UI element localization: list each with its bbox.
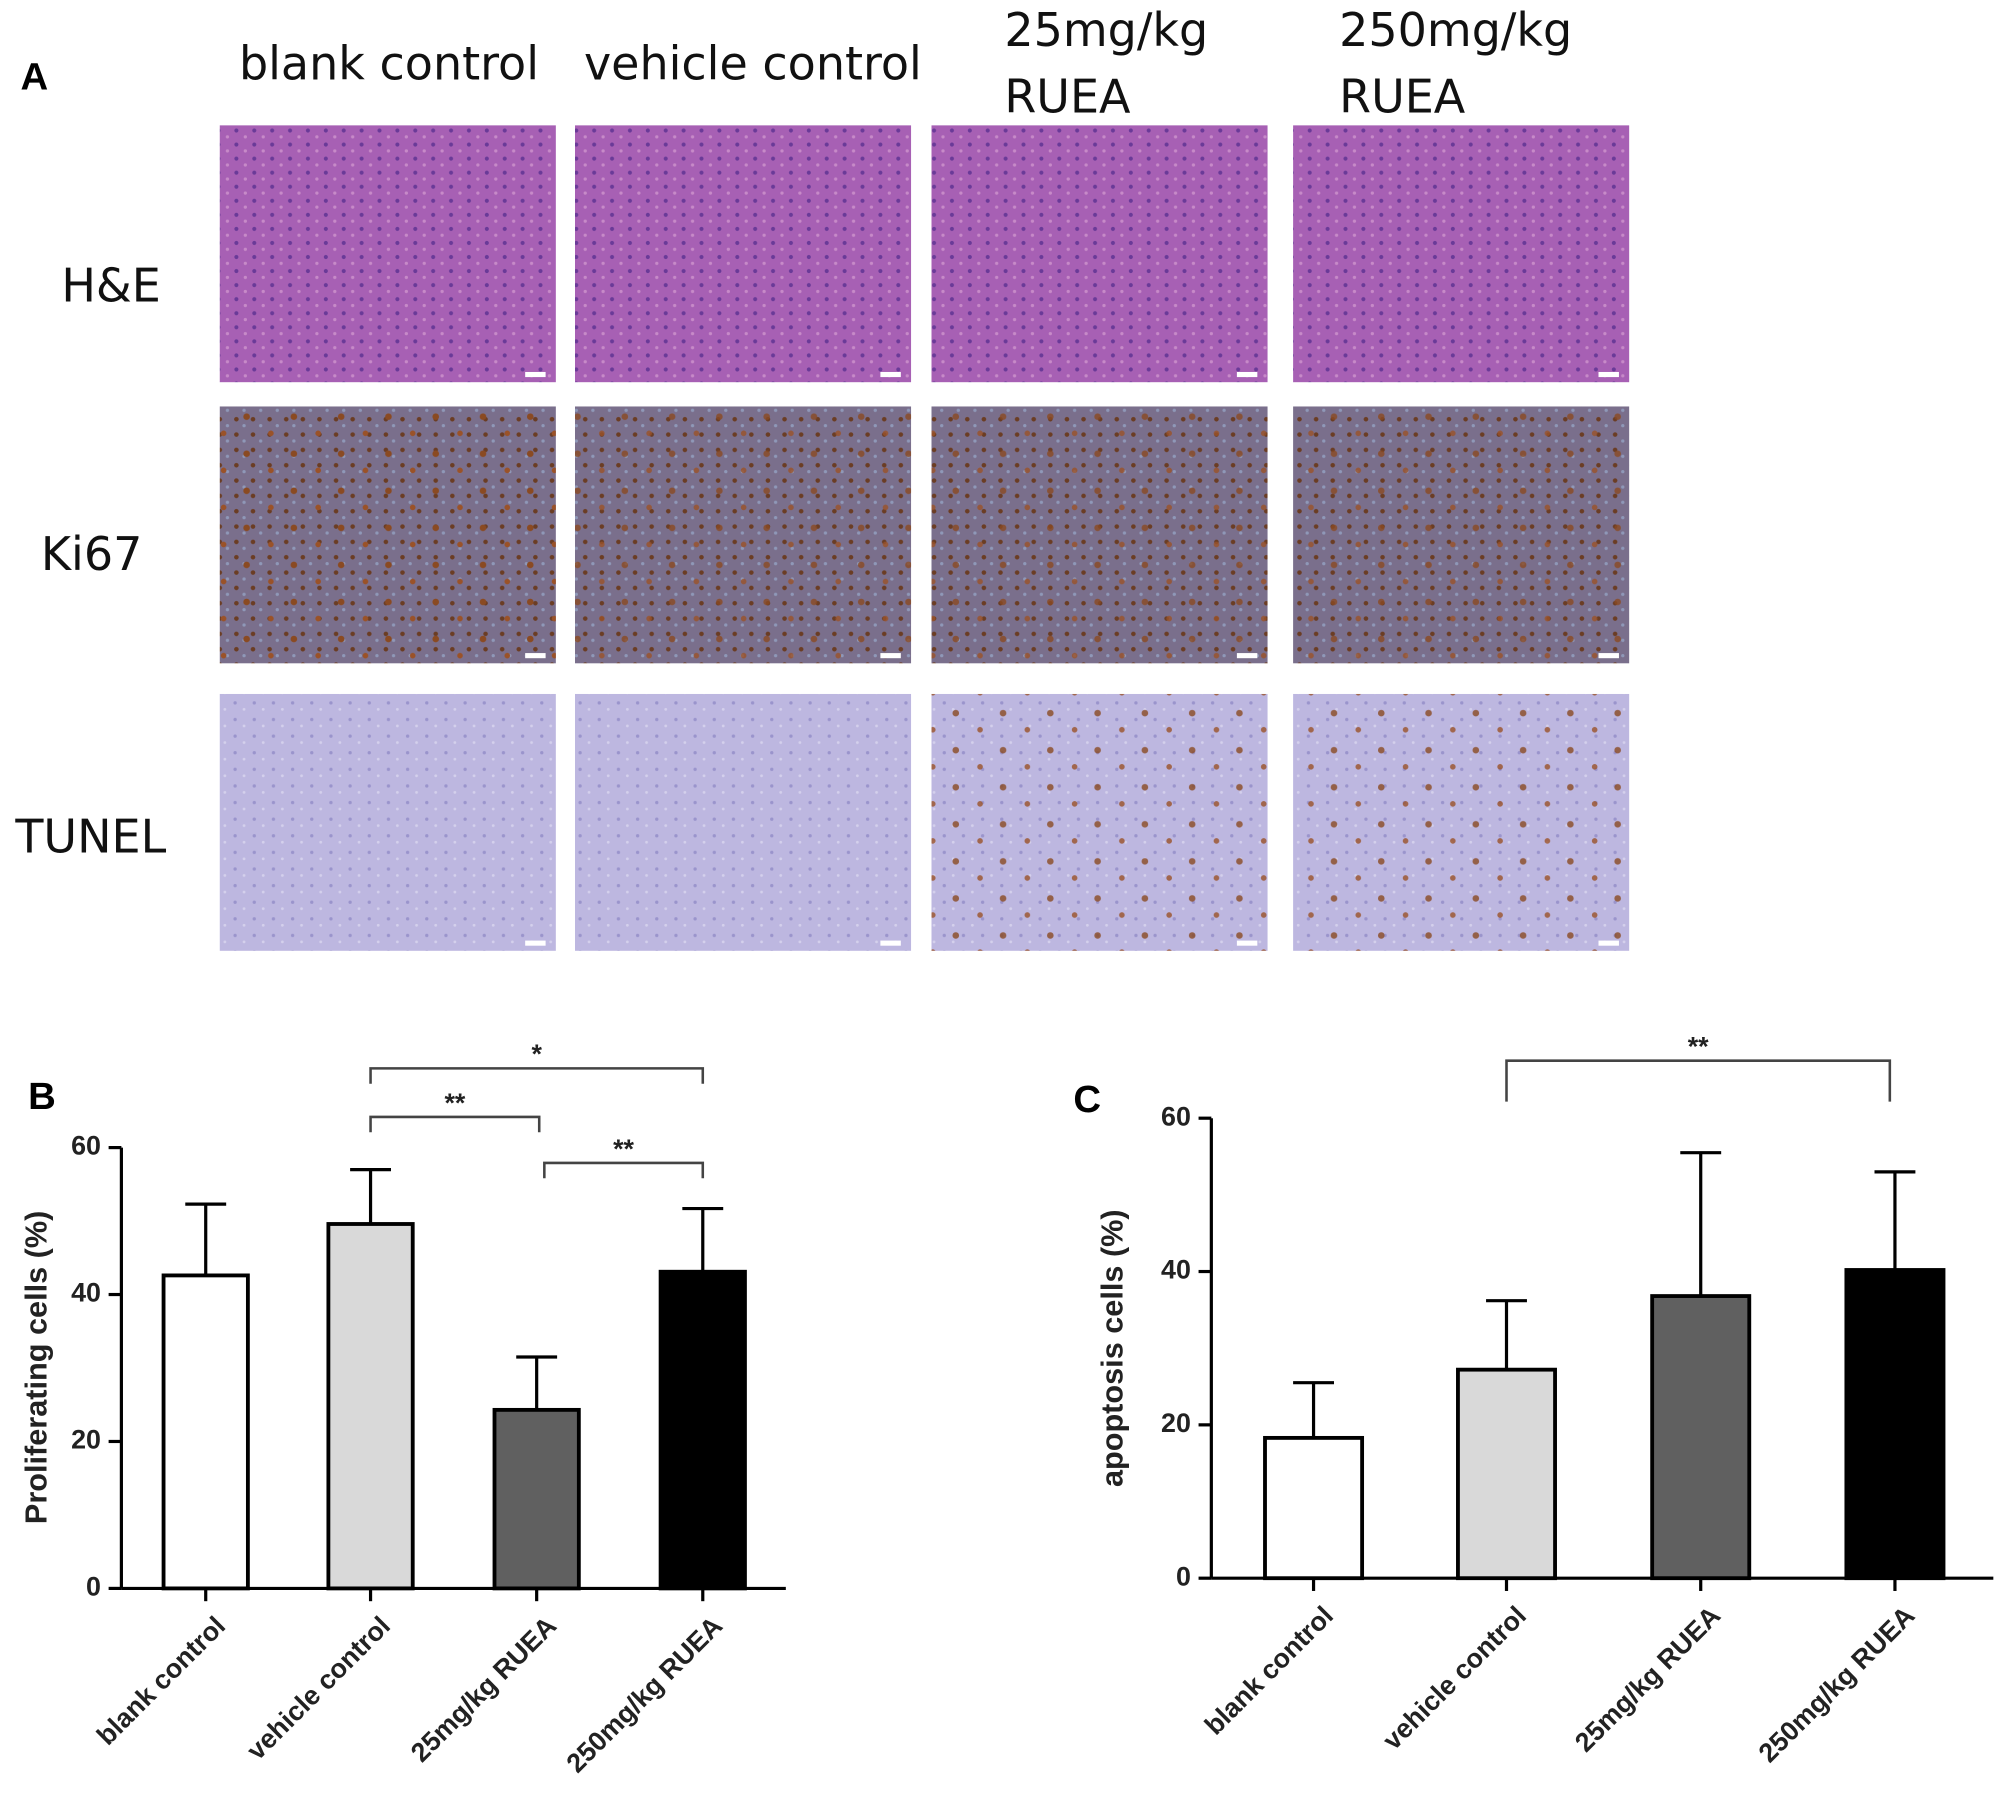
y-axis-label: Proliferating cells (%) bbox=[19, 1211, 53, 1524]
micrograph bbox=[575, 125, 912, 383]
y-tick-label: 20 bbox=[1161, 1408, 1191, 1438]
micrograph-stain bbox=[1293, 693, 1630, 951]
y-axis-label: apoptosis cells (%) bbox=[1095, 1209, 1129, 1487]
x-tick-label: 25mg/kg RUEA bbox=[1569, 1600, 1726, 1757]
panel-a: A blank control vehicle control 25mg/kg RUE… bbox=[14, 3, 1630, 951]
bar bbox=[1263, 1435, 1365, 1581]
micrograph-stain bbox=[575, 406, 912, 664]
scale-bar bbox=[1236, 653, 1258, 659]
bar bbox=[658, 1269, 747, 1591]
x-tick-label: vehicle control bbox=[241, 1611, 396, 1766]
y-tick-label: 20 bbox=[71, 1425, 101, 1455]
scale-bar bbox=[525, 653, 546, 659]
bar bbox=[326, 1222, 415, 1591]
row-label: H&E bbox=[61, 259, 161, 313]
significance-bracket bbox=[1505, 1059, 1892, 1102]
y-tick-label: 60 bbox=[71, 1131, 101, 1161]
x-tick-label: 25mg/kg RUEA bbox=[405, 1611, 562, 1768]
column-header: 25mg/kg bbox=[1004, 3, 1208, 57]
bar bbox=[1456, 1367, 1557, 1581]
bar bbox=[161, 1273, 250, 1591]
micrograph bbox=[931, 125, 1268, 383]
scale-bar bbox=[525, 940, 546, 946]
column-header: RUEA bbox=[1004, 70, 1131, 124]
micrograph-stain bbox=[1293, 406, 1630, 664]
x-tick-label: blank control bbox=[1199, 1600, 1339, 1740]
scale-bar bbox=[525, 371, 546, 378]
y-tick-label: 40 bbox=[71, 1278, 101, 1308]
bar bbox=[492, 1407, 581, 1591]
micrograph bbox=[219, 693, 556, 951]
column-header: vehicle control bbox=[584, 36, 922, 90]
column-header: blank control bbox=[239, 36, 539, 90]
significance-bracket bbox=[369, 1067, 705, 1084]
micrograph-stain bbox=[219, 406, 556, 664]
scale-bar bbox=[1236, 371, 1258, 378]
significance-label: ** bbox=[613, 1134, 634, 1164]
scale-bar bbox=[880, 940, 901, 946]
y-tick-label: 0 bbox=[86, 1572, 101, 1602]
column-header: RUEA bbox=[1339, 70, 1466, 124]
significance-label: ** bbox=[1688, 1032, 1709, 1062]
row-label: Ki67 bbox=[41, 527, 142, 581]
y-tick-label: 40 bbox=[1161, 1255, 1191, 1285]
x-tick-label: blank control bbox=[91, 1611, 231, 1751]
x-tick-label: vehicle control bbox=[1377, 1600, 1532, 1755]
significance-bracket bbox=[369, 1115, 541, 1133]
bar bbox=[1844, 1268, 1946, 1581]
scale-bar bbox=[1598, 940, 1619, 946]
micrograph bbox=[1293, 125, 1630, 383]
charts: B Proliferating cells (%) 0 20 40 60 blank con… bbox=[19, 1032, 1994, 1779]
bar bbox=[1650, 1294, 1752, 1581]
y-tick-label: 60 bbox=[1161, 1101, 1191, 1131]
panel-label: A bbox=[20, 56, 48, 99]
scale-bar bbox=[1236, 940, 1258, 946]
x-tick-label: 250mg/kg RUEA bbox=[561, 1611, 729, 1779]
row-label: TUNEL bbox=[14, 809, 166, 863]
column-header: 250mg/kg bbox=[1339, 3, 1572, 57]
micrograph bbox=[219, 125, 556, 383]
scale-bar bbox=[880, 653, 901, 659]
x-tick-label: 250mg/kg RUEA bbox=[1753, 1600, 1921, 1768]
significance-label: ** bbox=[444, 1088, 465, 1118]
micrograph-stain bbox=[931, 406, 1268, 664]
panel-label: C bbox=[1073, 1078, 1101, 1121]
significance-label: * bbox=[531, 1039, 542, 1069]
y-tick-label: 0 bbox=[1176, 1561, 1191, 1591]
micrograph-stain bbox=[931, 693, 1268, 951]
scale-bar bbox=[1598, 371, 1619, 378]
panel-label: B bbox=[28, 1075, 56, 1118]
significance-bracket bbox=[543, 1161, 705, 1179]
scale-bar bbox=[1598, 653, 1619, 659]
scale-bar bbox=[880, 371, 901, 378]
micrograph bbox=[575, 693, 912, 951]
